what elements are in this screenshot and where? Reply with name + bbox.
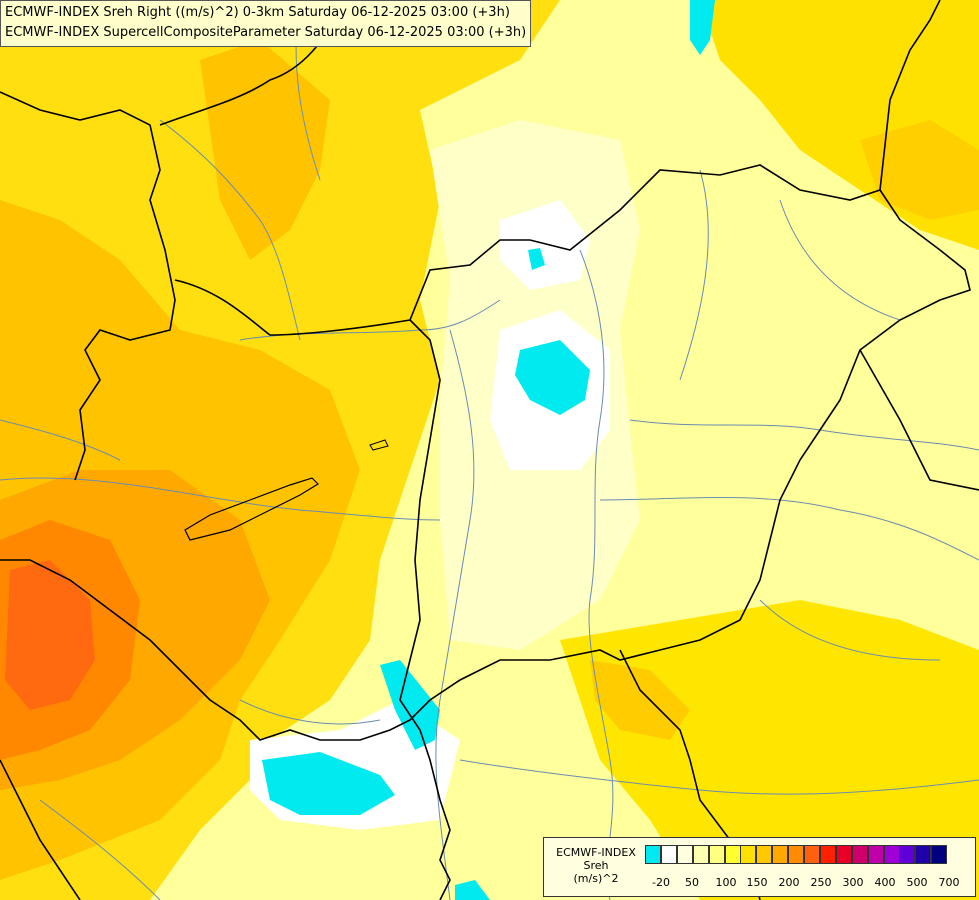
map-header: ECMWF-INDEX Sreh Right ((m/s)^2) 0-3km S… (0, 0, 532, 47)
legend-swatch (724, 845, 741, 864)
sreh-contour-cyan-1 (515, 340, 590, 415)
legend-swatch (915, 845, 932, 864)
lake-small (369, 439, 389, 451)
sreh-contour-orange-northeast (860, 120, 979, 220)
legend-swatch (772, 845, 789, 864)
legend-title-line-2: Sreh (583, 859, 609, 872)
header-line-1: ECMWF-INDEX Sreh Right ((m/s)^2) 0-3km S… (5, 5, 510, 20)
sreh-contour-white-1 (500, 200, 590, 290)
legend-tick-label: 100 (715, 876, 737, 889)
legend-title: ECMWF-INDEX Sreh (m/s)^2 (550, 846, 642, 885)
sreh-contour-cyan-5 (690, 0, 715, 55)
legend-swatch (835, 845, 852, 864)
header-line-2: ECMWF-INDEX SupercellCompositeParameter … (5, 25, 527, 40)
sreh-contour-red (5, 560, 95, 710)
lake-balaton (184, 477, 319, 541)
legend-swatch (660, 845, 677, 864)
sreh-contour-cyan-6 (455, 880, 490, 900)
legend-swatch (883, 845, 900, 864)
legend-swatch (867, 845, 884, 864)
sreh-contour-cyan-2 (528, 248, 545, 270)
sreh-contour-gold-southeast (560, 600, 979, 900)
legend-tick-label: 400 (874, 876, 896, 889)
legend-swatch (708, 845, 725, 864)
legend-swatch (645, 845, 661, 864)
legend-swatch (756, 845, 773, 864)
legend-swatch (692, 845, 709, 864)
color-legend: ECMWF-INDEX Sreh (m/s)^2 -20 50 100 150 200 2… (543, 837, 976, 897)
legend-tick-label: 50 (685, 876, 699, 889)
legend-tick-label: 300 (842, 876, 864, 889)
legend-tick-label: -20 (652, 876, 670, 889)
legend-tick-label: 250 (810, 876, 832, 889)
sreh-contour-cyan-3 (262, 752, 395, 815)
legend-swatch (740, 845, 757, 864)
legend-swatch (819, 845, 836, 864)
legend-tick-label: 200 (778, 876, 800, 889)
legend-tick-label: 150 (746, 876, 768, 889)
legend-tick-label: 700 (938, 876, 960, 889)
sreh-contour-orange-north (200, 40, 330, 260)
sreh-contour-orange-south (590, 660, 690, 740)
legend-title-line-3: (m/s)^2 (573, 872, 619, 885)
legend-swatch (788, 845, 805, 864)
legend-swatch (899, 845, 916, 864)
legend-title-line-1: ECMWF-INDEX (556, 846, 636, 859)
legend-swatch (804, 845, 820, 864)
legend-swatch (851, 845, 868, 864)
sreh-contour-cyan-4 (380, 660, 440, 750)
legend-swatch (676, 845, 693, 864)
legend-tick-label: 500 (906, 876, 928, 889)
legend-swatch (931, 845, 948, 864)
